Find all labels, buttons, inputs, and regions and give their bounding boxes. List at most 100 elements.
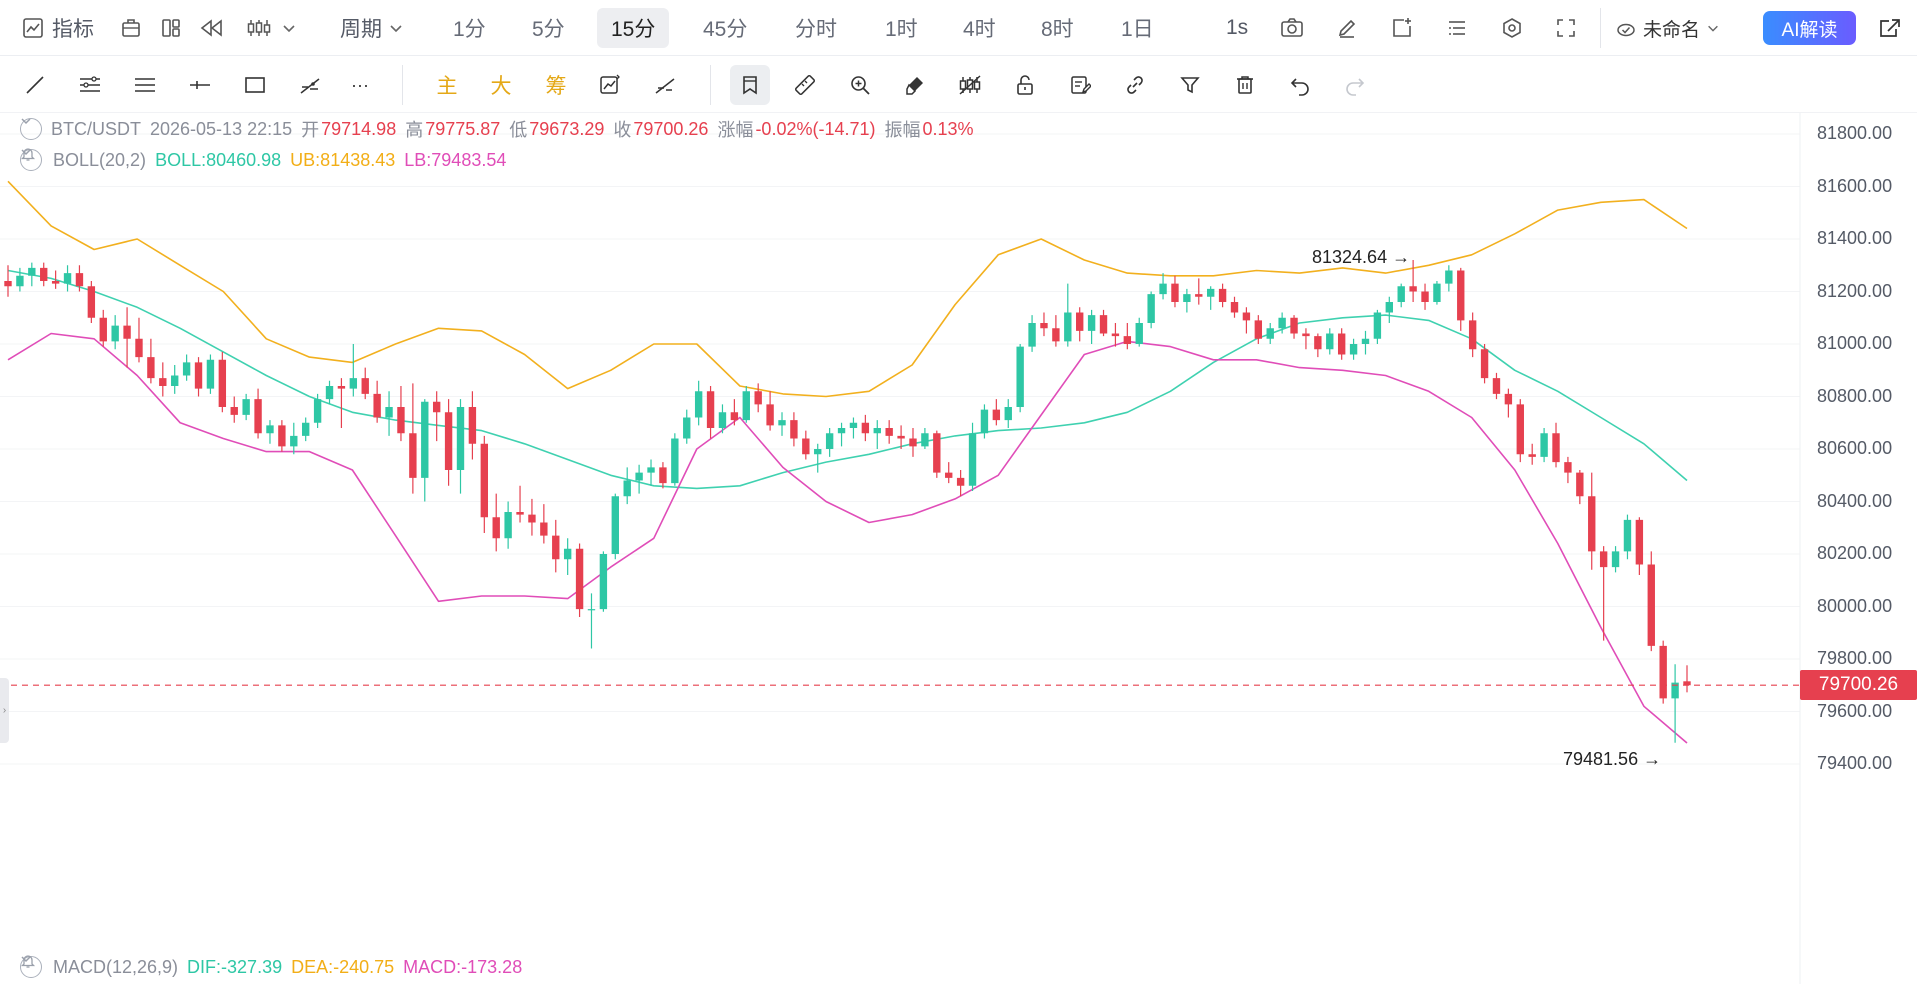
fullscreen-icon[interactable] [1555, 0, 1577, 56]
candle-body [730, 412, 739, 421]
chip-distribution-tool[interactable]: 筹 [545, 75, 567, 98]
candle-body [1480, 349, 1489, 379]
ruler-icon[interactable] [785, 57, 825, 113]
period-1d[interactable]: 1日 [1121, 18, 1154, 41]
undo-icon[interactable] [1280, 57, 1320, 113]
candle [1659, 640, 1667, 704]
candle-body [659, 467, 667, 484]
list-icon[interactable] [1446, 0, 1468, 56]
add-window-icon[interactable] [1391, 0, 1413, 56]
zoom-in-icon[interactable] [840, 57, 880, 113]
unlock-icon[interactable] [1005, 57, 1045, 113]
candle [51, 270, 60, 289]
candle-body [635, 472, 643, 481]
candle [1480, 344, 1489, 384]
magnet-icon[interactable] [730, 65, 770, 105]
chart-type-dropdown[interactable] [245, 0, 297, 56]
candle [492, 493, 500, 552]
indicator-icon [22, 17, 44, 39]
settings-icon[interactable] [1501, 0, 1523, 56]
candle [1349, 338, 1358, 360]
camera-icon[interactable] [1280, 0, 1304, 56]
horizontal-lines-icon[interactable] [125, 57, 165, 113]
period-1h[interactable]: 1时 [885, 18, 918, 41]
compare-icon[interactable] [590, 57, 630, 113]
boll-upper-line [7, 180, 1688, 398]
candle [1206, 286, 1215, 310]
horizontal-ray-icon[interactable] [180, 57, 220, 113]
hide-drawings-icon[interactable] [950, 57, 990, 113]
edit-drawings-icon[interactable] [1060, 57, 1100, 113]
replay-icon[interactable] [200, 0, 224, 56]
candle-body [1528, 454, 1536, 457]
trend-line-icon[interactable] [15, 57, 55, 113]
candlestick-chart[interactable] [0, 113, 1917, 984]
candle-body [1385, 302, 1393, 313]
signal-icon[interactable] [645, 57, 685, 113]
boll-info-line: BOLL(20,2) BOLL:80460.98 UB:81438.43 LB:… [20, 146, 515, 174]
large-order-tool[interactable]: 大 [490, 75, 512, 98]
period-5m[interactable]: 5分 [532, 18, 565, 41]
candle-body [1326, 333, 1334, 350]
candle-body [1397, 286, 1405, 302]
candle [1302, 328, 1310, 350]
price-axis-label: 81200.00 [1817, 280, 1893, 301]
candle [1599, 546, 1608, 641]
candle-body [111, 325, 119, 342]
layout-name-dropdown[interactable]: 未命名 [1615, 0, 1720, 56]
candle-body [1540, 433, 1548, 457]
candle-body [171, 375, 179, 386]
candle-body [1064, 312, 1072, 342]
share-icon[interactable] [1878, 0, 1902, 56]
candle-body [933, 433, 941, 473]
rectangle-icon[interactable] [235, 57, 275, 113]
more-tools[interactable]: ··· [351, 74, 369, 95]
macd-name: MACD(12,26,9) [53, 956, 179, 977]
candle [1540, 428, 1548, 463]
candle [325, 380, 334, 405]
refresh-interval[interactable]: 1s [1226, 16, 1249, 39]
collapse-toggle-icon[interactable] [20, 118, 42, 140]
candle [1445, 265, 1453, 292]
pencil-icon[interactable] [1336, 0, 1358, 56]
main-tool[interactable]: 主 [436, 75, 458, 98]
period-dropdown[interactable]: 周期 [340, 0, 404, 56]
period-45m[interactable]: 45分 [703, 18, 748, 41]
side-panel-handle[interactable]: › [0, 678, 9, 743]
period-4h[interactable]: 4时 [963, 18, 996, 41]
candle-body [540, 522, 548, 536]
ai-analysis-button[interactable]: AI解读 [1763, 11, 1856, 45]
period-timeshare[interactable]: 分时 [795, 18, 837, 41]
candle-body [706, 391, 715, 428]
indicator-button[interactable]: 指标 [22, 0, 94, 56]
candle-body [1564, 462, 1572, 473]
candle [432, 391, 441, 442]
indicator-label: 指标 [52, 18, 94, 41]
candle-body [1588, 496, 1596, 552]
trash-icon[interactable] [1225, 57, 1265, 113]
candle-body [87, 286, 96, 318]
link-icon[interactable] [1115, 57, 1155, 113]
period-1m[interactable]: 1分 [453, 18, 486, 41]
boll-lb-value: LB:79483.54 [404, 149, 507, 170]
layout-grid-icon[interactable] [160, 0, 182, 56]
open-label: 开 [301, 120, 320, 140]
period-15m[interactable]: 15分 [597, 8, 670, 48]
candle-body [790, 420, 798, 439]
chevron-down-icon [281, 20, 297, 36]
candle-body [40, 267, 48, 281]
candle-body [397, 407, 405, 434]
template-icon[interactable] [120, 0, 142, 56]
period-8h[interactable]: 8时 [1041, 18, 1074, 41]
candle [1195, 278, 1203, 305]
filter-icon[interactable] [1170, 57, 1210, 113]
candle [123, 307, 131, 368]
candle-body [980, 409, 989, 434]
candle-body [1147, 294, 1155, 323]
fibonacci-icon[interactable] [290, 57, 330, 113]
brush-icon[interactable] [895, 57, 935, 113]
parallel-channel-icon[interactable] [70, 57, 110, 113]
chart-area[interactable]: BTC/USDT 2026-05-13 22:15 开 79714.98 高 797… [0, 113, 1917, 984]
candle-body [1647, 564, 1655, 646]
redo-icon[interactable] [1335, 57, 1375, 113]
